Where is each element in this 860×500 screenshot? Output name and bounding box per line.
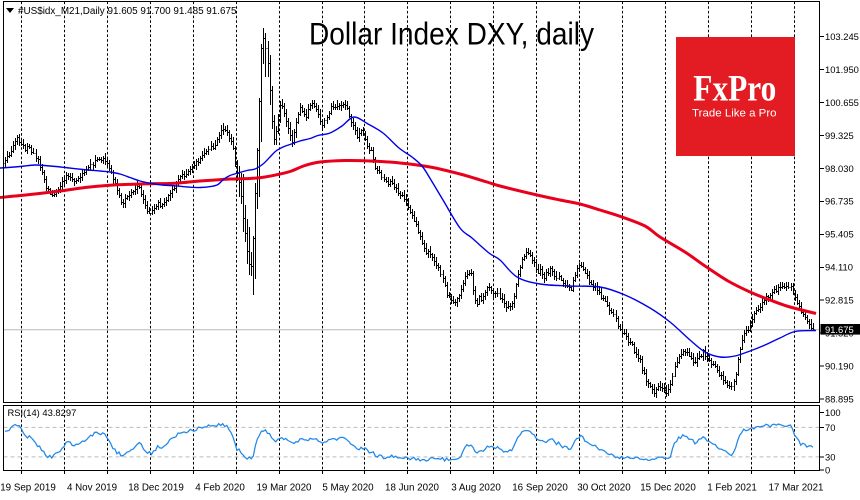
svg-text:15 Dec 2020: 15 Dec 2020: [640, 483, 696, 494]
svg-text:5 May 2020: 5 May 2020: [322, 483, 374, 494]
svg-text:Dollar Index DXY, daily: Dollar Index DXY, daily: [309, 16, 594, 52]
svg-text:99.325: 99.325: [825, 130, 854, 141]
svg-text:FxPro: FxPro: [693, 69, 776, 110]
svg-text:100: 100: [825, 407, 841, 418]
svg-text:RSI(14) 43.8297: RSI(14) 43.8297: [8, 407, 77, 418]
svg-text:95.405: 95.405: [825, 229, 854, 240]
svg-text:88.895: 88.895: [825, 394, 854, 405]
svg-text:90.190: 90.190: [825, 361, 854, 372]
svg-text:1 Feb 2021: 1 Feb 2021: [707, 483, 757, 494]
svg-text:103.245: 103.245: [825, 31, 859, 42]
svg-text:100.655: 100.655: [825, 97, 859, 108]
svg-text:4 Nov 2019: 4 Nov 2019: [67, 483, 117, 494]
svg-text:19 Mar 2020: 19 Mar 2020: [256, 483, 312, 494]
svg-text:30 Oct 2020: 30 Oct 2020: [577, 483, 631, 494]
svg-text:18 Dec 2019: 18 Dec 2019: [128, 483, 184, 494]
svg-text:30: 30: [825, 451, 835, 462]
svg-text:16 Sep 2020: 16 Sep 2020: [512, 483, 568, 494]
svg-text:17 Mar 2021: 17 Mar 2021: [768, 483, 823, 494]
svg-text:70: 70: [825, 422, 835, 433]
svg-text:3 Aug 2020: 3 Aug 2020: [451, 483, 501, 494]
svg-text:96.735: 96.735: [825, 196, 854, 207]
svg-text:91.675: 91.675: [825, 324, 854, 335]
svg-text:0: 0: [825, 465, 830, 476]
svg-text:#US$idx_M21,Daily 91.605 91.7: #US$idx_M21,Daily 91.605 91.700 91.485 9…: [18, 6, 237, 17]
svg-text:101.950: 101.950: [825, 64, 859, 75]
svg-text:4 Feb 2020: 4 Feb 2020: [195, 483, 245, 494]
svg-text:19 Sep 2019: 19 Sep 2019: [0, 483, 56, 494]
svg-text:92.815: 92.815: [825, 295, 854, 306]
svg-text:94.110: 94.110: [825, 262, 853, 273]
svg-text:98.030: 98.030: [825, 163, 854, 174]
svg-text:Trade Like a Pro: Trade Like a Pro: [692, 107, 777, 119]
svg-text:18 Jun 2020: 18 Jun 2020: [385, 483, 439, 494]
